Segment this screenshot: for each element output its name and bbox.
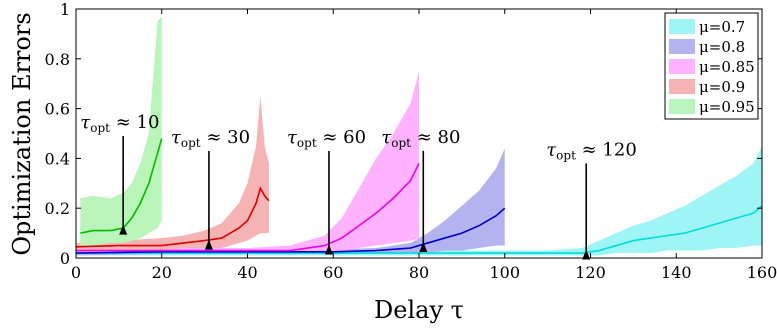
annotation-arrow-head xyxy=(419,242,428,253)
legend-label: μ=0.85 xyxy=(699,58,755,76)
legend-label: μ=0.95 xyxy=(699,98,755,116)
error-band-1 xyxy=(76,148,505,256)
legend: μ=0.7 μ=0.8 μ=0.85 μ=0.9 μ=0.95 xyxy=(664,12,759,120)
annotations: τopt ≈ 10 τopt ≈ 30 τopt ≈ 60 τopt ≈ 80 τopt… xyxy=(80,112,637,260)
y-ticks: 0 0.2 0.4 0.6 0.8 1 xyxy=(45,0,762,268)
y-tick-label: 0 xyxy=(60,249,70,268)
x-tick-label: 60 xyxy=(323,263,343,282)
x-tick-label: 160 xyxy=(747,263,777,282)
legend-swatch xyxy=(669,59,695,74)
x-tick-label: 40 xyxy=(237,263,257,282)
series-line-4 xyxy=(80,138,163,234)
annotation-label: τopt ≈ 30 xyxy=(171,127,250,150)
x-tick-label: 120 xyxy=(575,263,606,282)
legend-swatch xyxy=(669,79,695,94)
error-bands xyxy=(76,16,762,256)
annotation-arrow-head xyxy=(204,239,213,250)
y-tick-label: 0.8 xyxy=(45,50,70,69)
annotation-arrow-head xyxy=(324,244,333,255)
x-tick-label: 20 xyxy=(152,263,172,282)
legend-label: μ=0.9 xyxy=(699,78,745,96)
error-band-4 xyxy=(80,16,162,246)
annotation-arrow-head xyxy=(119,224,128,235)
series-line-3 xyxy=(75,186,270,248)
x-tick-label: 0 xyxy=(71,263,81,282)
x-ticks: 0 20 40 60 80 100 120 140 160 xyxy=(71,9,777,282)
legend-swatch xyxy=(669,19,695,34)
x-tick-label: 80 xyxy=(409,263,429,282)
series-line-2 xyxy=(76,163,420,252)
error-band-0 xyxy=(76,145,762,256)
legend-label: μ=0.8 xyxy=(699,38,745,56)
annotation-label: τopt ≈ 60 xyxy=(287,127,366,150)
legend-label: μ=0.7 xyxy=(699,18,745,36)
y-tick-label: 0.6 xyxy=(45,100,70,119)
y-tick-label: 1 xyxy=(60,0,70,19)
error-band-2 xyxy=(76,71,419,254)
annotation-label: τopt ≈ 120 xyxy=(546,139,637,162)
error-band-3 xyxy=(76,96,269,254)
series-line-1 xyxy=(75,207,506,254)
legend-swatch xyxy=(669,39,695,54)
legend-swatch xyxy=(669,99,695,114)
annotation-label: τopt ≈ 10 xyxy=(80,112,159,135)
annotation-arrow-head xyxy=(582,249,591,260)
y-axis-label: Optimization Errors xyxy=(8,12,36,255)
x-tick-label: 100 xyxy=(489,263,520,282)
annotation-label: τopt ≈ 80 xyxy=(381,127,460,150)
y-tick-label: 0.2 xyxy=(45,199,70,218)
x-tick-label: 140 xyxy=(661,263,692,282)
y-tick-label: 0.4 xyxy=(45,149,70,168)
x-axis-label: Delay τ xyxy=(374,296,464,324)
